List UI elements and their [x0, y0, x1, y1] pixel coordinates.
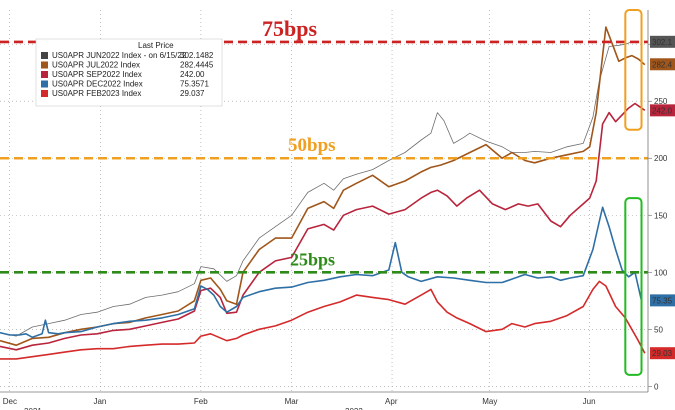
- last-value-tag: [650, 35, 675, 48]
- series-line-4: [0, 206, 643, 339]
- series-line-2: [0, 26, 646, 346]
- legend-swatch: [41, 52, 48, 59]
- y-tick-label: 0: [654, 382, 659, 391]
- x-tick-label: Feb: [194, 397, 208, 406]
- highlight-box-1: [624, 9, 643, 131]
- x-tick-label: Apr: [385, 397, 398, 406]
- legend-value: 302.1482: [180, 51, 214, 60]
- y-tick-label: 200: [654, 154, 668, 163]
- x-tick-label: Jun: [583, 397, 596, 406]
- legend-swatch: [41, 90, 48, 97]
- reference-label-25bps: 25bps: [290, 249, 335, 269]
- x-tick-label: Mar: [285, 397, 299, 406]
- legend-value: 29.037: [180, 89, 205, 98]
- x-year-label: 2022: [345, 407, 363, 410]
- last-value-tag-text: 75.35: [652, 296, 673, 305]
- highlight-boxes: [624, 9, 643, 376]
- legend-value: 242.00: [180, 70, 205, 79]
- x-tick-label: Dec: [3, 397, 17, 406]
- legend-swatch: [41, 61, 48, 69]
- last-value-tag: [650, 347, 675, 360]
- legend-header: Last Price: [138, 41, 174, 50]
- x-tick-label: Jan: [93, 397, 106, 406]
- legend-swatch: [41, 71, 48, 78]
- series-line-3: [0, 102, 646, 351]
- legend-label: US0APR JUL2022 Index: [52, 61, 140, 70]
- legend-label: US0APR FEB2023 Index: [52, 89, 141, 98]
- legend-value: 75.3571: [180, 80, 209, 89]
- last-value-tag: [650, 294, 675, 307]
- y-tick-label: 250: [654, 97, 668, 106]
- reference-lines: 75bps 50bps 25bps: [0, 16, 648, 274]
- last-value-tag-text: 242.0: [652, 106, 673, 115]
- last-value-tag: [650, 58, 675, 71]
- last-value-tag: [650, 104, 675, 117]
- x-year-label: 2021: [24, 407, 42, 410]
- reference-label-75bps: 75bps: [262, 16, 317, 41]
- series-lines: [0, 26, 646, 360]
- last-value-tag-text: 282.4: [652, 60, 673, 69]
- y-tick-label: 100: [654, 268, 668, 277]
- legend-label: US0APR DEC2022 Index: [52, 80, 143, 89]
- last-value-tag-text: 302.1: [652, 38, 673, 47]
- y-tick-label: 150: [654, 211, 668, 220]
- legend-swatch: [41, 80, 48, 88]
- legend-box: [35, 38, 223, 107]
- highlight-box-2: [624, 197, 643, 376]
- reference-label-50bps: 50bps: [288, 135, 336, 156]
- legend-label: US0APR JUN2022 Index - on 6/15/22: [52, 51, 187, 60]
- y-tick-label: 50: [654, 325, 663, 334]
- legend: Last Price US0APR JUN2022 Index - on 6/1…: [35, 38, 223, 107]
- series-line-1: [0, 41, 632, 337]
- legend-label: US0APR SEP2022 Index: [52, 70, 142, 79]
- series-line-5: [0, 280, 646, 360]
- legend-value: 282.4445: [180, 61, 214, 70]
- last-value-tags: 302.1 282.4 242.0 75.35 29.03: [650, 35, 675, 360]
- x-tick-label: May: [482, 397, 497, 406]
- last-value-tag-text: 29.03: [652, 349, 673, 358]
